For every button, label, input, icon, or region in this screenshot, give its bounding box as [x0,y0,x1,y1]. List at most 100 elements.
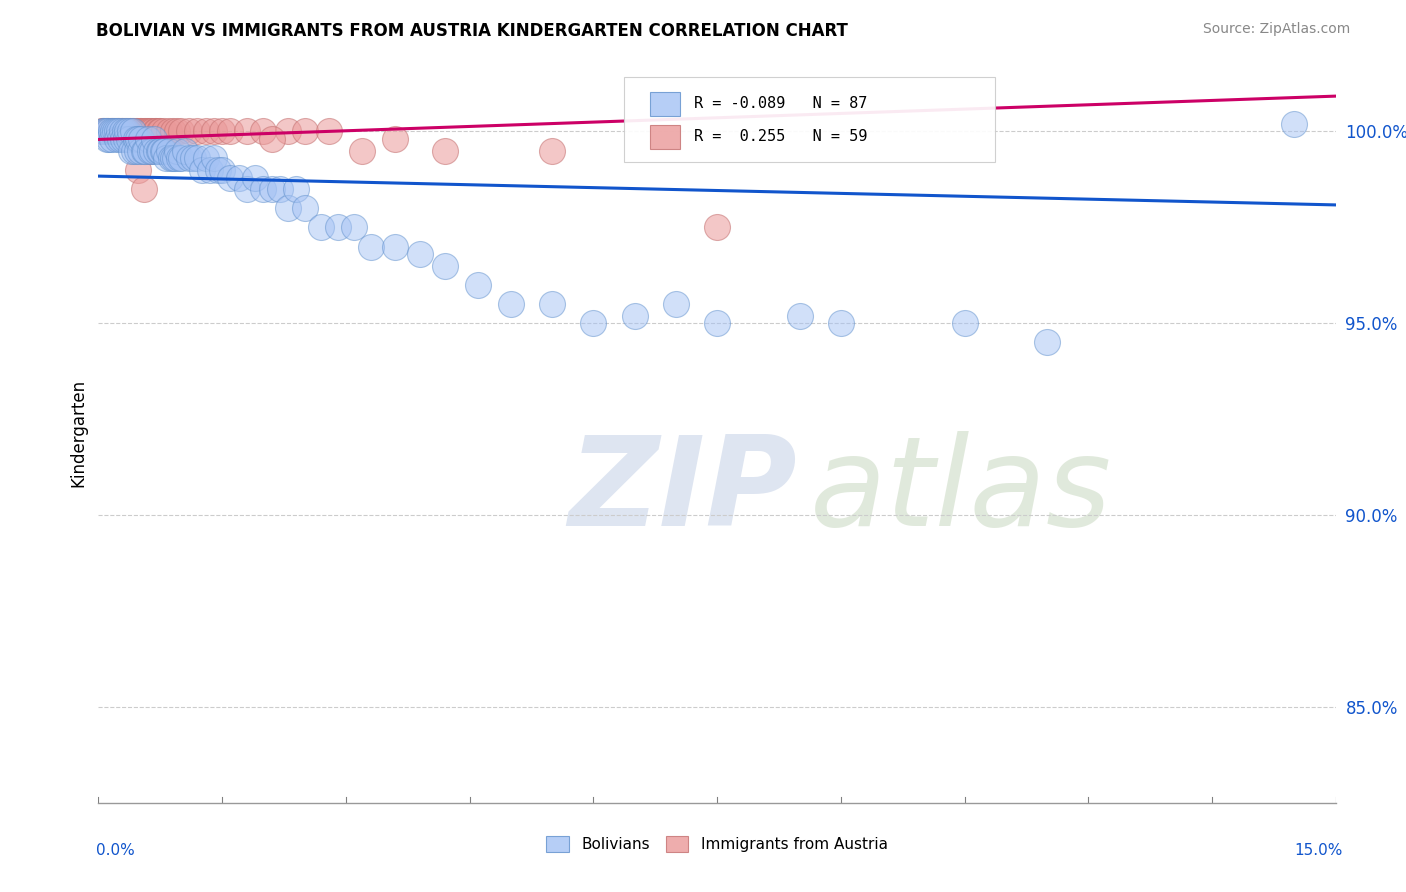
Point [108,124,131,138]
Point [181,152,204,166]
Point [127,162,149,177]
Point [252,124,274,138]
Point [170,124,193,138]
Point [1036,335,1059,350]
Point [326,220,349,235]
Point [94,124,117,138]
Point [118,124,141,138]
FancyBboxPatch shape [650,125,681,149]
Point [360,239,382,253]
Point [207,162,229,177]
Point [122,124,145,138]
Point [98,132,121,146]
Point [384,132,406,146]
Text: R =  0.255   N = 59: R = 0.255 N = 59 [693,129,868,145]
Point [136,124,159,138]
Point [953,316,976,330]
Point [165,152,187,166]
Point [153,144,176,158]
Point [98,124,121,138]
Point [149,144,172,158]
Point [157,124,180,138]
Point [122,144,145,158]
Point [236,124,259,138]
Point [186,124,208,138]
Point [118,132,141,146]
Point [114,132,136,146]
Point [198,162,221,177]
FancyBboxPatch shape [624,78,995,162]
Point [152,144,174,158]
Point [157,144,180,158]
Point [148,144,170,158]
Point [318,124,340,138]
Point [228,170,250,185]
Point [132,144,155,158]
Point [94,124,117,138]
Point [294,124,316,138]
Point [179,124,201,138]
Point [134,144,156,158]
Point [93,124,115,138]
Point [110,124,132,138]
Point [96,132,118,146]
Point [789,309,811,323]
Point [269,182,291,196]
Point [243,170,266,185]
Point [541,144,564,158]
Point [499,297,522,311]
Point [139,124,162,138]
Point [155,152,177,166]
Point [100,124,122,138]
Point [127,132,149,146]
Point [174,144,197,158]
Text: Source: ZipAtlas.com: Source: ZipAtlas.com [1202,22,1350,37]
Point [107,124,129,138]
Point [128,144,150,158]
Legend: Bolivians, Immigrants from Austria: Bolivians, Immigrants from Austria [540,830,894,858]
Point [138,144,160,158]
Point [128,124,150,138]
Point [467,277,489,292]
Point [260,132,283,146]
Point [211,162,233,177]
Text: 0.0%: 0.0% [96,843,135,858]
Point [143,124,166,138]
Point [236,182,259,196]
Point [309,220,332,235]
Point [105,124,128,138]
Point [162,124,184,138]
FancyBboxPatch shape [650,92,681,116]
Point [582,316,605,330]
Point [166,144,188,158]
Point [142,132,165,146]
Point [132,124,155,138]
Point [623,309,645,323]
Text: 15.0%: 15.0% [1295,843,1343,858]
Point [122,124,145,138]
Point [285,182,308,196]
Point [190,162,212,177]
Point [105,132,128,146]
Point [127,124,149,138]
Text: ZIP: ZIP [568,432,797,552]
Point [117,124,139,138]
Point [96,124,118,138]
Text: BOLIVIAN VS IMMIGRANTS FROM AUSTRIA KINDERGARTEN CORRELATION CHART: BOLIVIAN VS IMMIGRANTS FROM AUSTRIA KIND… [96,22,848,40]
Point [96,124,118,138]
Point [145,144,167,158]
Point [104,124,127,138]
Point [277,124,299,138]
Point [384,239,406,253]
Point [194,152,217,166]
Point [433,144,456,158]
Point [162,152,184,166]
Point [252,182,274,196]
Point [124,132,146,146]
Point [90,124,112,138]
Point [409,247,432,261]
Point [202,124,225,138]
Point [101,124,124,138]
Point [117,124,139,138]
Point [260,182,283,196]
